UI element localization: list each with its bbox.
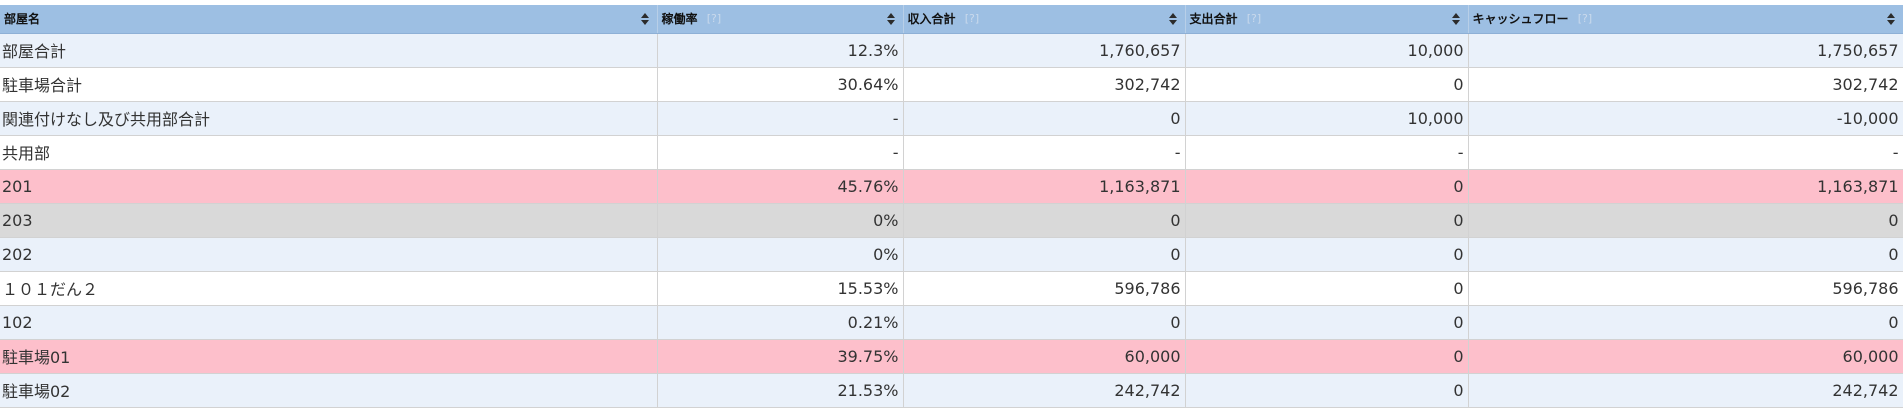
table-row[interactable]: 202 0% 0 0 0 — [0, 237, 1903, 272]
cell-room-name: １０１だん２ — [0, 271, 658, 306]
help-link[interactable]: [?] — [1246, 12, 1262, 26]
cell-cashflow: 302,742 — [1468, 67, 1903, 102]
cell-cashflow: 60,000 — [1468, 339, 1903, 374]
cell-occupancy-rate: - — [657, 101, 904, 136]
cell-cashflow: 596,786 — [1468, 271, 1903, 306]
cell-room-name: 102 — [0, 305, 658, 340]
table-row[interactable]: 駐車場01 39.75% 60,000 0 60,000 — [0, 339, 1903, 374]
table-header: 部屋名 稼働率 [?] 収入合計 [?] 支出合計 [?] — [0, 5, 1903, 34]
column-header-expense-total[interactable]: 支出合計 [?] — [1185, 5, 1469, 34]
table-row[interactable]: 102 0.21% 0 0 0 — [0, 305, 1903, 340]
cell-room-name: 部屋合計 — [0, 33, 658, 68]
cell-expense-total: 0 — [1185, 271, 1469, 306]
cell-cashflow: 0 — [1468, 305, 1903, 340]
cell-cashflow: -10,000 — [1468, 101, 1903, 136]
cell-income-total: 0 — [903, 101, 1186, 136]
sort-icon[interactable] — [886, 12, 895, 25]
cell-income-total: 0 — [903, 203, 1186, 238]
cell-expense-total: 10,000 — [1185, 33, 1469, 68]
cell-cashflow: 0 — [1468, 237, 1903, 272]
cell-occupancy-rate: 12.3% — [657, 33, 904, 68]
column-header-label: 収入合計 — [907, 12, 956, 27]
table-row[interactable]: 関連付けなし及び共用部合計 -0 10,000 -10,000 — [0, 101, 1903, 136]
table-row[interactable]: 共用部 - - - - — [0, 135, 1903, 170]
cell-expense-total: 0 — [1185, 67, 1469, 102]
table-row[interactable]: １０１だん２ 15.53% 596,786 0 596,786 — [0, 271, 1903, 306]
sort-icon[interactable] — [1168, 12, 1177, 25]
cell-room-name: 駐車場01 — [0, 339, 658, 374]
cell-occupancy-rate: - — [657, 135, 904, 170]
cell-room-name: 関連付けなし及び共用部合計 — [0, 101, 658, 136]
help-link[interactable]: [?] — [964, 12, 980, 26]
room-summary-table: 部屋名 稼働率 [?] 収入合計 [?] 支出合計 [?] — [0, 5, 1903, 408]
table-row[interactable]: 部屋合計 12.3% 1,760,657 10,000 1,750,657 — [0, 33, 1903, 68]
cell-expense-total: 0 — [1185, 339, 1469, 374]
cell-income-total: 302,742 — [903, 67, 1186, 102]
cell-occupancy-rate: 0.21% — [657, 305, 904, 340]
table-row[interactable]: 駐車場02 21.53% 242,742 0 242,742 — [0, 373, 1903, 408]
cell-income-total: - — [903, 135, 1186, 170]
cell-room-name: 駐車場合計 — [0, 67, 658, 102]
cell-income-total: 596,786 — [903, 271, 1186, 306]
table-body: 部屋合計 12.3% 1,760,657 10,000 1,750,657 駐車場合計 30… — [0, 33, 1903, 408]
cell-cashflow: 1,163,871 — [1468, 169, 1903, 204]
table-row[interactable]: 201 45.76% 1,163,871 0 1,163,871 — [0, 169, 1903, 204]
cell-occupancy-rate: 30.64% — [657, 67, 904, 102]
cell-income-total: 0 — [903, 305, 1186, 340]
cell-room-name: 駐車場02 — [0, 373, 658, 408]
sort-icon[interactable] — [640, 12, 649, 25]
cell-cashflow: - — [1468, 135, 1903, 170]
column-header-cashflow[interactable]: キャッシュフロー [?] — [1468, 5, 1903, 34]
cell-occupancy-rate: 39.75% — [657, 339, 904, 374]
column-header-label: 稼働率 — [661, 12, 698, 27]
column-header-room-name[interactable]: 部屋名 — [0, 5, 658, 34]
column-header-label: キャッシュフロー — [1472, 12, 1569, 27]
header-row: 部屋名 稼働率 [?] 収入合計 [?] 支出合計 [?] — [0, 5, 1903, 34]
cell-occupancy-rate: 0% — [657, 203, 904, 238]
sort-icon[interactable] — [1451, 12, 1460, 25]
cell-occupancy-rate: 0% — [657, 237, 904, 272]
column-header-occupancy-rate[interactable]: 稼働率 [?] — [657, 5, 904, 34]
column-header-label: 部屋名 — [4, 12, 41, 27]
cell-occupancy-rate: 21.53% — [657, 373, 904, 408]
cell-income-total: 0 — [903, 237, 1186, 272]
cell-income-total: 1,163,871 — [903, 169, 1186, 204]
table-row[interactable]: 203 0% 0 0 0 — [0, 203, 1903, 238]
help-link[interactable]: [?] — [706, 12, 722, 26]
cell-cashflow: 0 — [1468, 203, 1903, 238]
cell-occupancy-rate: 45.76% — [657, 169, 904, 204]
sort-icon[interactable] — [1886, 12, 1895, 25]
help-link[interactable]: [?] — [1577, 12, 1593, 26]
cell-cashflow: 1,750,657 — [1468, 33, 1903, 68]
cell-cashflow: 242,742 — [1468, 373, 1903, 408]
cell-room-name: 共用部 — [0, 135, 658, 170]
cell-income-total: 60,000 — [903, 339, 1186, 374]
cell-expense-total: - — [1185, 135, 1469, 170]
cell-income-total: 1,760,657 — [903, 33, 1186, 68]
cell-income-total: 242,742 — [903, 373, 1186, 408]
cell-occupancy-rate: 15.53% — [657, 271, 904, 306]
column-header-income-total[interactable]: 収入合計 [?] — [903, 5, 1186, 34]
cell-expense-total: 0 — [1185, 373, 1469, 408]
cell-room-name: 201 — [0, 169, 658, 204]
cell-room-name: 203 — [0, 203, 658, 238]
cell-room-name: 202 — [0, 237, 658, 272]
table-row[interactable]: 駐車場合計 30.64% 302,742 0 302,742 — [0, 67, 1903, 102]
cell-expense-total: 10,000 — [1185, 101, 1469, 136]
column-header-label: 支出合計 — [1189, 12, 1238, 27]
cell-expense-total: 0 — [1185, 237, 1469, 272]
cell-expense-total: 0 — [1185, 203, 1469, 238]
cell-expense-total: 0 — [1185, 305, 1469, 340]
cell-expense-total: 0 — [1185, 169, 1469, 204]
